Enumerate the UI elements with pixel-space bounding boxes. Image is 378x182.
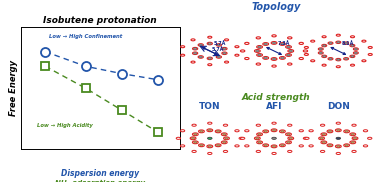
Text: Acid strength: Acid strength bbox=[242, 93, 310, 102]
Text: Topology: Topology bbox=[251, 2, 301, 12]
Text: 8.1Å: 8.1Å bbox=[342, 41, 355, 46]
Title: Isobutene protonation: Isobutene protonation bbox=[43, 16, 157, 25]
Text: 7.3Å: 7.3Å bbox=[278, 41, 290, 46]
Text: 5.7Å: 5.7Å bbox=[214, 41, 226, 46]
Text: TON: TON bbox=[199, 102, 221, 111]
Text: 5.7Å: 5.7Å bbox=[211, 47, 224, 52]
Y-axis label: Free Energy: Free Energy bbox=[9, 60, 18, 116]
Text: AFI: AFI bbox=[266, 102, 282, 111]
Text: Low → High Confinement: Low → High Confinement bbox=[50, 34, 122, 39]
Text: DON: DON bbox=[327, 102, 350, 111]
Text: NH₃ adsorption energy: NH₃ adsorption energy bbox=[55, 180, 145, 182]
Text: Low → High Acidity: Low → High Acidity bbox=[37, 123, 92, 128]
Text: Dispersion energy: Dispersion energy bbox=[61, 169, 139, 178]
